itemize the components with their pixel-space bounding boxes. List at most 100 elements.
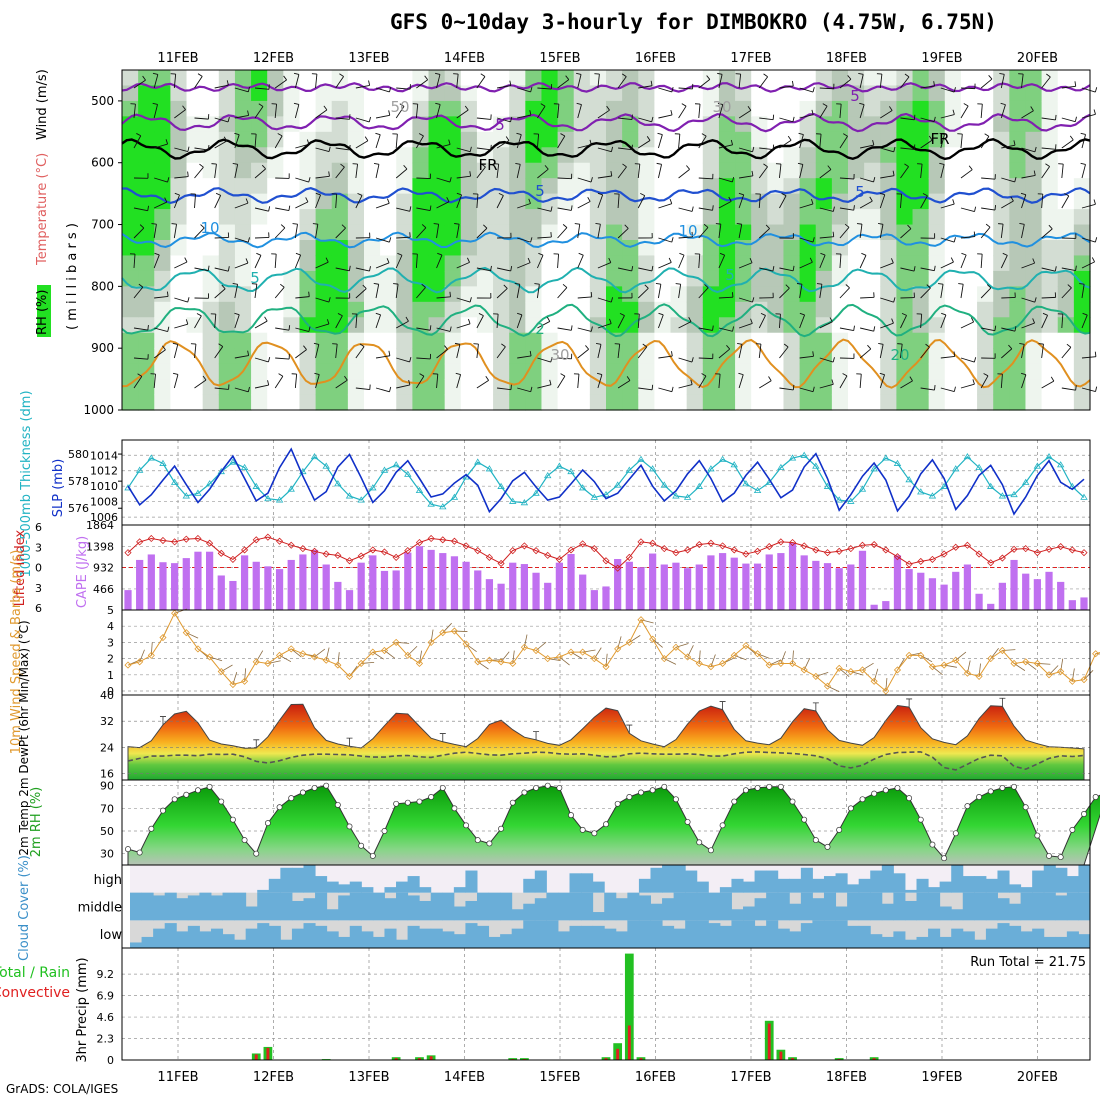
rh-cell <box>541 209 559 226</box>
wind-barb <box>136 133 142 137</box>
wind-barb <box>843 133 848 137</box>
wind-barb <box>254 87 270 90</box>
cloud-cover-cell <box>1055 895 1068 921</box>
rh-cell <box>509 379 526 396</box>
wind-speed-point <box>450 627 459 635</box>
wind-barb <box>396 384 410 389</box>
rh-cell <box>606 209 623 226</box>
rh-cell <box>251 224 268 241</box>
rh-cell <box>912 332 930 349</box>
wind-speed-point <box>1033 659 1041 668</box>
rh-cell <box>670 379 688 396</box>
wind-barb <box>960 254 967 269</box>
cloud-cover-cell <box>1078 934 1091 948</box>
rh-cell <box>702 394 720 411</box>
cloud-cover-cell <box>858 892 871 921</box>
wind-barb <box>1001 327 1016 332</box>
wind-barb <box>799 387 814 393</box>
rh-cell <box>670 100 688 117</box>
cloud-cover-cell <box>268 892 281 921</box>
lifted-index-point <box>998 554 1006 562</box>
wind-barb <box>1008 344 1013 350</box>
rh2m-point <box>369 852 376 859</box>
wind-barb <box>671 87 674 93</box>
rh-cell <box>509 162 526 179</box>
wind-barb <box>562 224 568 228</box>
cloud-cover-cell <box>130 942 143 948</box>
date-label-top: 11FEB <box>157 51 198 66</box>
wind-barb <box>315 194 321 209</box>
wind-barb <box>306 139 310 145</box>
rh-cell <box>896 332 914 349</box>
thickness-point <box>835 496 843 503</box>
wind-speed-point <box>777 659 785 668</box>
wind-barb <box>577 327 592 332</box>
rh-cell <box>234 317 252 334</box>
rh-cell <box>283 193 301 210</box>
wind-barb <box>395 255 403 269</box>
wind-barb <box>1001 348 1013 359</box>
lifted-index-point <box>567 546 575 554</box>
wind-barb <box>847 75 852 80</box>
wind-barb <box>617 344 621 359</box>
thickness-point <box>334 480 342 487</box>
rh-cell <box>718 70 736 87</box>
cloud-cover-cell <box>222 892 235 921</box>
wind-barb <box>577 177 592 183</box>
rh-cell <box>960 270 978 287</box>
wind-barb <box>760 312 766 316</box>
rh-cell <box>331 379 349 396</box>
thickness-point <box>660 481 668 488</box>
rh-cell <box>251 286 268 303</box>
rh-cell <box>977 394 994 411</box>
rh-cell <box>1041 270 1059 287</box>
rh-cell <box>896 162 914 179</box>
wind-barb <box>214 84 229 89</box>
rh-cell <box>347 162 365 179</box>
rh-cell <box>315 240 333 257</box>
rh-cell <box>573 131 591 148</box>
rh-cell <box>718 301 736 318</box>
cloud-cover-cell <box>546 892 559 921</box>
wind-barb <box>409 206 412 212</box>
cloud-cover-cell <box>812 898 825 921</box>
rh-cell <box>299 70 317 87</box>
rh-cell <box>573 100 591 117</box>
slp-tick-label: 1012 <box>90 465 118 478</box>
wind-barb <box>448 139 451 145</box>
rh-cell <box>864 147 881 164</box>
rh-cell <box>186 363 204 380</box>
rh-cell <box>606 255 623 272</box>
rh-cell <box>267 240 284 257</box>
rh-cell <box>428 162 446 179</box>
rh-cell <box>170 379 188 396</box>
wind-barb <box>294 224 298 239</box>
wind-barb <box>421 224 427 229</box>
wind-barb-10m <box>150 642 153 656</box>
lifted-index-point <box>241 546 249 554</box>
wind-barb <box>597 147 612 153</box>
rh-cell <box>686 116 704 133</box>
wind-barb <box>891 318 894 324</box>
wind-barb <box>877 222 884 225</box>
wind-barb <box>719 252 725 256</box>
rh-cell <box>751 286 768 303</box>
rh-cell <box>815 394 833 411</box>
wind-barb <box>173 374 179 389</box>
rh-cell <box>686 270 704 287</box>
wind-speed-point <box>695 659 703 668</box>
cloud-cover-cell <box>997 870 1010 893</box>
rh-cell <box>509 100 526 117</box>
rh-cell <box>267 286 284 303</box>
rh-cell <box>1025 209 1043 226</box>
rh-cell <box>1073 332 1091 349</box>
rh-cell <box>622 363 639 380</box>
rh-cell <box>476 270 494 287</box>
rh-cell <box>848 224 865 241</box>
rh-cell <box>654 162 672 179</box>
cloud-cover-cell <box>349 892 362 921</box>
wind-barb <box>496 85 511 89</box>
li-tick-label: 3 <box>35 541 42 554</box>
wind-tick-label: 0 <box>107 685 114 698</box>
rh-cell <box>670 116 688 133</box>
